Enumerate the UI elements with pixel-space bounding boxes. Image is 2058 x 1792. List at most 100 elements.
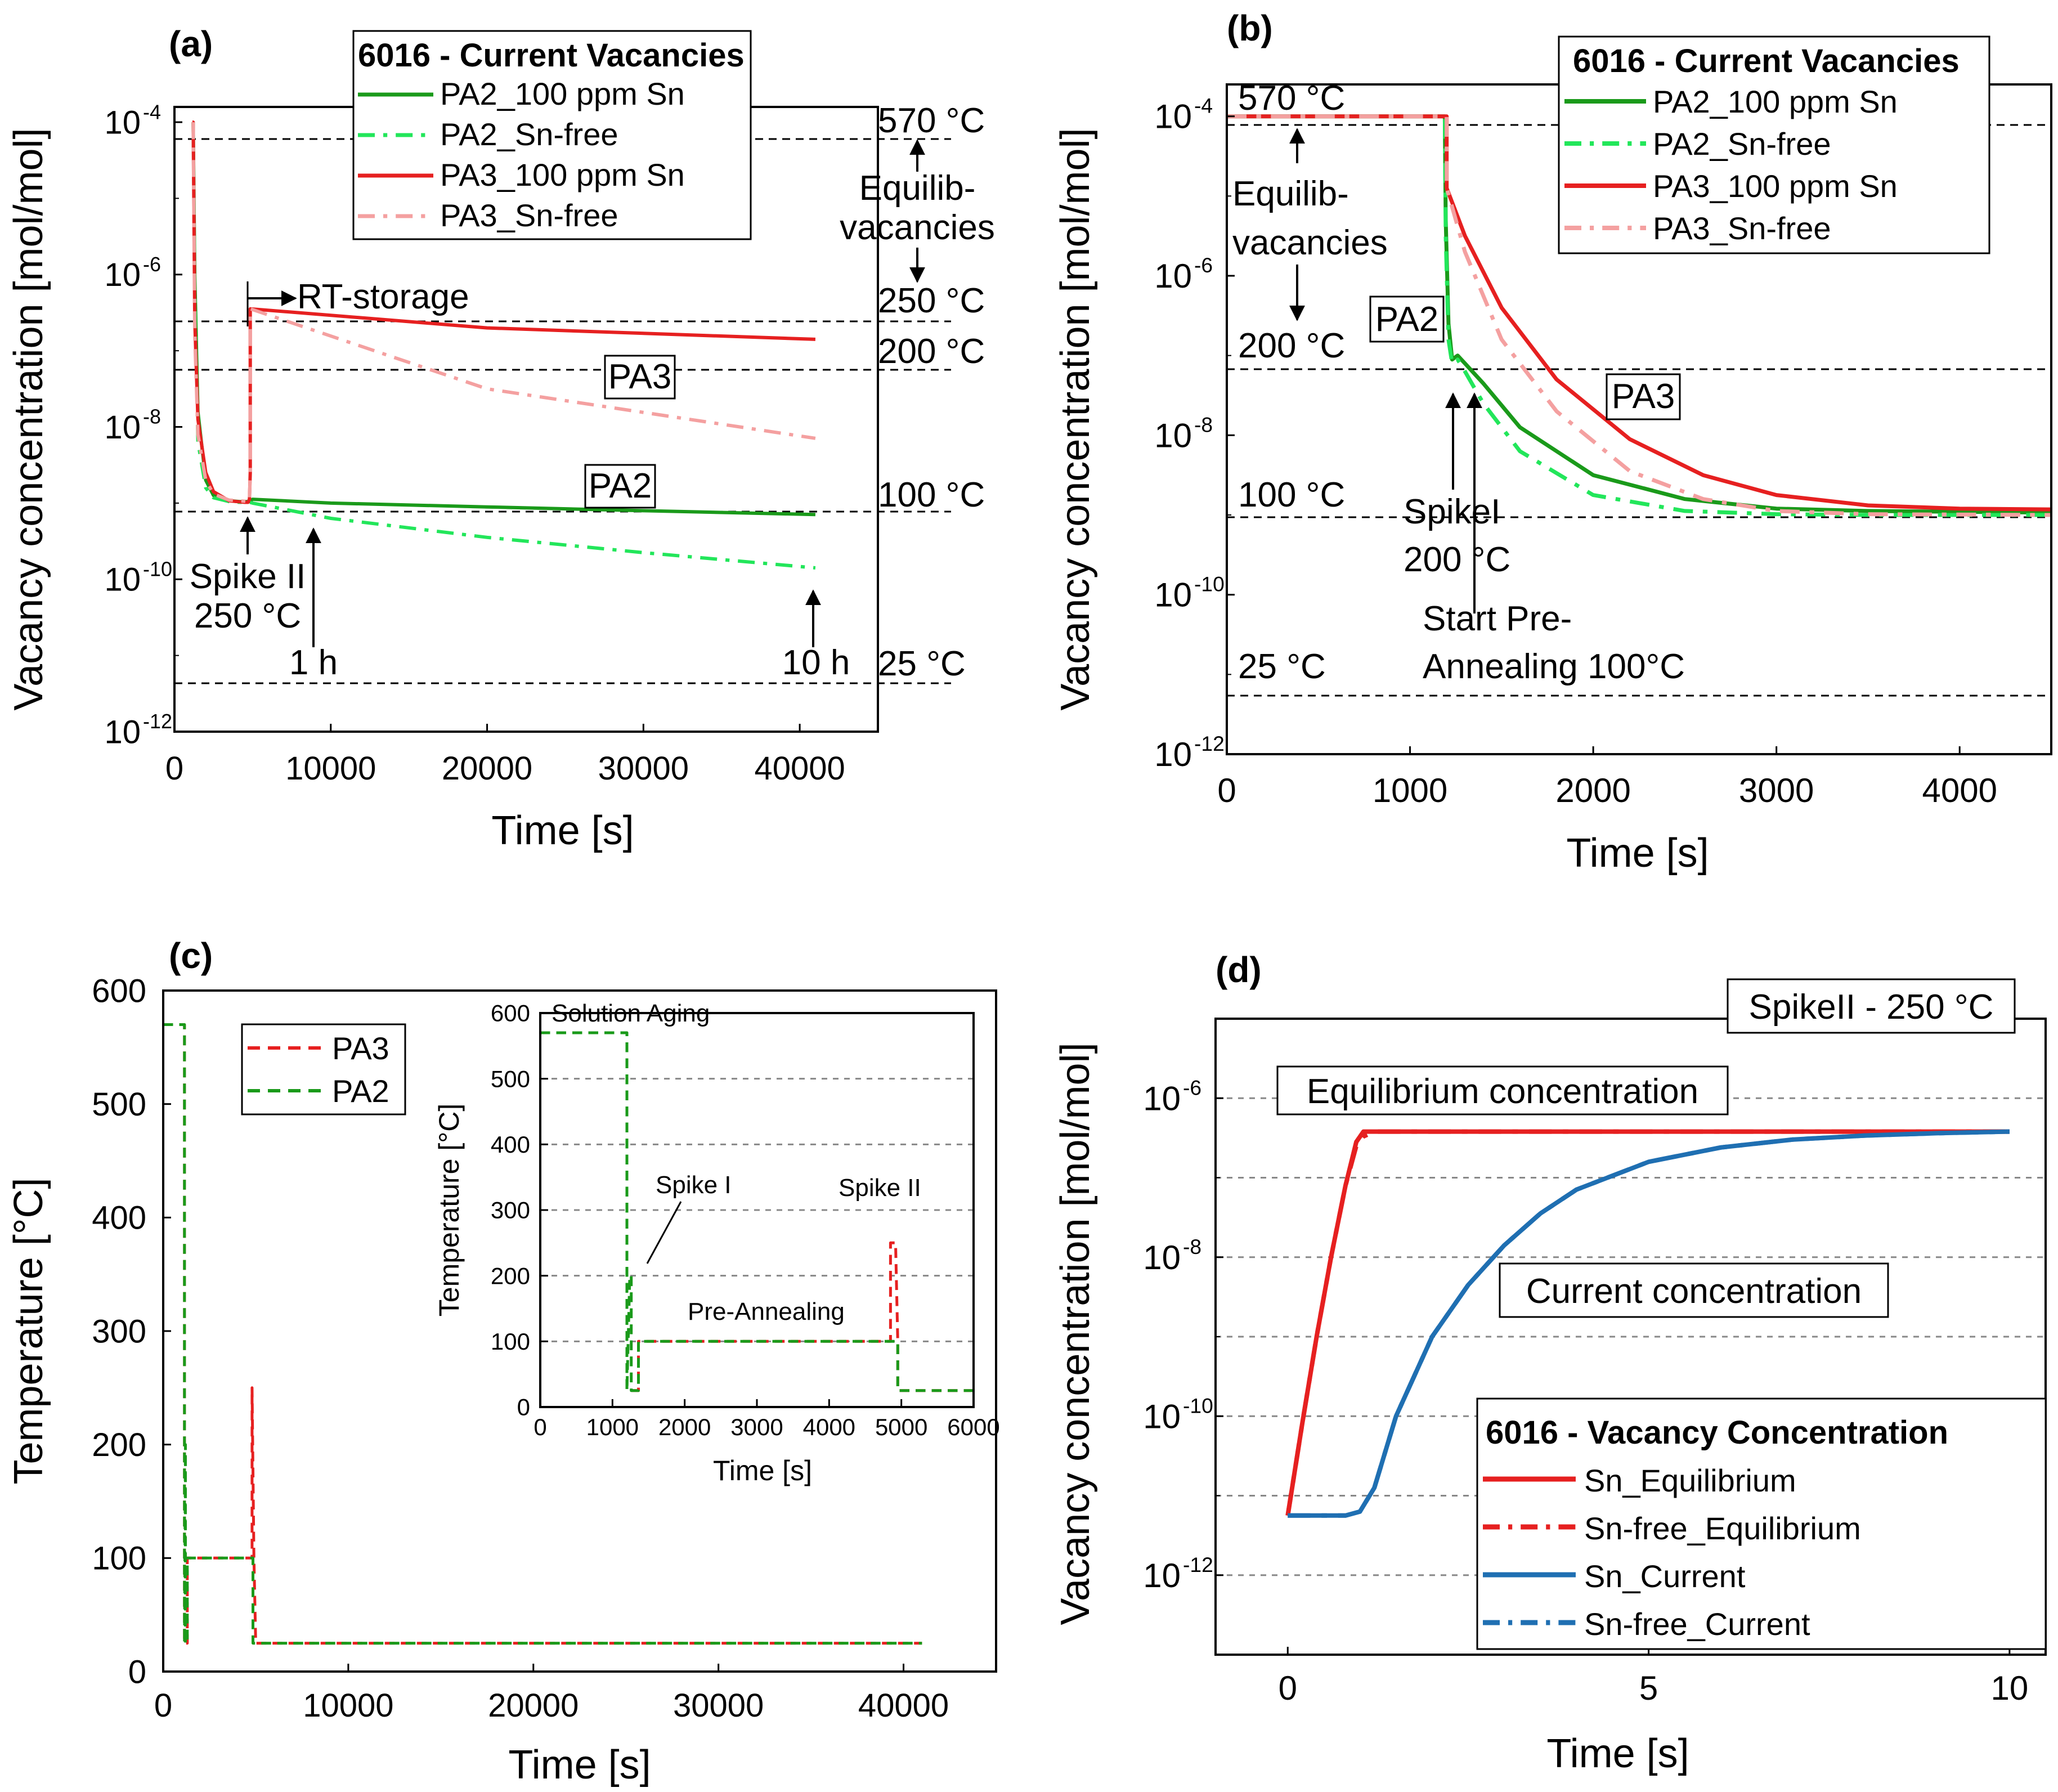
inset-xtick-label-4: 4000 (803, 1414, 855, 1440)
b-ytick-label-2: 10 (1154, 416, 1192, 454)
legend-c-item-0: PA3 (332, 1031, 389, 1066)
inset-xtick-label-1: 1000 (586, 1414, 639, 1440)
panel-c-xticks: 0 10000 20000 30000 40000 (154, 1664, 949, 1724)
ref-b-label-200: 200 °C (1238, 326, 1345, 365)
b-ytick-exp-2: -8 (1194, 413, 1213, 436)
ref-label-570: 570 °C (878, 101, 985, 140)
b-ytick-exp-4: -12 (1194, 732, 1225, 755)
inset-ytick-label-2: 200 (491, 1262, 530, 1289)
a-ytick-label-0: 10 (104, 104, 141, 141)
panel-a: (a) 0 10000 20000 30000 40000 10-410-610-810… (6, 24, 995, 853)
b-ytick-label-0: 10 (1154, 98, 1192, 136)
annot-b-start-2: Annealing 100°C (1423, 647, 1685, 686)
annot-spike-1: Spike II (190, 557, 306, 596)
annot-equilib-1: Equilib- (859, 169, 976, 208)
panel-c-xlabel: Time [s] (508, 1742, 651, 1787)
inset-yticks: 0 100 200 300 400 500 600 (491, 1000, 548, 1421)
legend-c-box (241, 1023, 406, 1115)
legend-a-item-0: PA2_100 ppm Sn (440, 76, 685, 111)
b-xtick-label-1: 1000 (1373, 772, 1447, 809)
a-ytick-exp-4: -12 (143, 710, 172, 733)
annot-spike-2: 250 °C (194, 597, 301, 635)
a-ytick-exp-1: -6 (143, 253, 161, 276)
c-ytick-label-1: 100 (92, 1540, 146, 1577)
d-ytick-label-2: 10 (1143, 1397, 1181, 1435)
d-title: SpikeII - 250 °C (1749, 988, 1994, 1027)
b-xtick-label-4: 4000 (1922, 772, 1997, 809)
a-ytick-exp-2: -8 (143, 405, 161, 428)
c-xtick-label-3: 30000 (673, 1687, 764, 1724)
panel-a-ylabel: Vacancy concentration [mol/mol] (6, 128, 51, 710)
inset-ytick-label-3: 300 (491, 1197, 530, 1224)
panel-c-ylabel: Temperature [°C] (6, 1178, 51, 1485)
d-ytick-label-0: 10 (1143, 1079, 1181, 1117)
d-xtick-label-2: 10 (1990, 1669, 2028, 1707)
inset-ytick-label-1: 100 (491, 1328, 530, 1355)
b-ytick-exp-3: -10 (1194, 572, 1225, 596)
a-xtick-label-3: 30000 (598, 750, 689, 787)
ref-b-label-25: 25 °C (1238, 647, 1326, 686)
annot-b-spike-2: 200 °C (1404, 540, 1510, 579)
inset-xtick-label-2: 2000 (658, 1414, 711, 1440)
b-xtick-label-2: 2000 (1555, 772, 1630, 809)
panel-b-ylabel: Vacancy concentration [mol/mol] (1053, 128, 1098, 710)
inset-annot-spike2: Spike II (839, 1174, 921, 1202)
legend-b-item-2: PA3_100 ppm Sn (1653, 168, 1898, 204)
annot-equilib-2: vacancies (840, 208, 995, 247)
a-xtick-label-2: 20000 (442, 750, 532, 787)
inset-xtick-label-6: 6000 (947, 1414, 999, 1440)
ref-b-label-100: 100 °C (1238, 476, 1345, 514)
legend-d-box (1476, 1397, 2047, 1650)
legend-d-item-0: Sn_Equilibrium (1584, 1463, 1796, 1498)
annot-rt-storage: RT-storage (297, 277, 469, 316)
annot-b-start-1: Start Pre- (1423, 599, 1572, 638)
annot-b-equilib-1: Equilib- (1232, 174, 1349, 213)
ref-label-250: 250 °C (878, 281, 985, 320)
inset-xlabel: Time [s] (713, 1455, 812, 1486)
c-series-1 (163, 1023, 922, 1645)
c-xtick-label-2: 20000 (488, 1687, 579, 1724)
panel-d-ylabel: Vacancy concentration [mol/mol] (1053, 1042, 1098, 1625)
inset-annot-pre: Pre-Annealing (688, 1298, 845, 1325)
annot-d-current: Current concentration (1526, 1272, 1862, 1311)
panel-d-legend: 6016 - Vacancy Concentration Sn_Equilibr… (1476, 1397, 2047, 1650)
a-ytick-label-3: 10 (104, 562, 141, 598)
a-ytick-exp-3: -10 (143, 557, 172, 580)
legend-c-item-1: PA2 (332, 1073, 389, 1109)
d-ytick-label-3: 10 (1143, 1557, 1181, 1594)
panel-d-xlabel: Time [s] (1546, 1731, 1689, 1776)
c-series-0 (163, 1023, 922, 1645)
annot-b-pa3: PA3 (1612, 377, 1675, 416)
annot-pa2: PA2 (589, 467, 652, 505)
d-ytick-label-1: 10 (1143, 1239, 1181, 1276)
a-ytick-label-1: 10 (104, 257, 141, 293)
legend-d-title: 6016 - Vacancy Concentration (1486, 1414, 1948, 1451)
panel-b-label: (b) (1227, 8, 1273, 48)
ref-label-100: 100 °C (878, 476, 985, 514)
b-ytick-exp-0: -4 (1194, 94, 1213, 118)
d-ytick-exp-3: -12 (1183, 1553, 1213, 1576)
inset-spike1-leader (646, 1201, 682, 1264)
panel-a-label: (a) (169, 24, 213, 64)
inset-ytick-label-4: 400 (491, 1131, 530, 1158)
ref-b-label-570: 570 °C (1238, 79, 1345, 118)
panel-b-xlabel: Time [s] (1566, 831, 1709, 876)
panel-d-xticks: 0 5 10 (1279, 1647, 2028, 1707)
panel-d-label: (d) (1216, 949, 1262, 990)
inset-ylabel: Temperature [°C] (433, 1104, 465, 1316)
inset-xtick-label-3: 3000 (730, 1414, 783, 1440)
panel-a-xticks: 0 10000 20000 30000 40000 (165, 724, 845, 787)
panel-a-series (191, 120, 816, 570)
annot-b-pa2: PA2 (1375, 300, 1439, 339)
legend-d-item-1: Sn-free_Equilibrium (1584, 1511, 1861, 1546)
c-xtick-label-1: 10000 (303, 1687, 393, 1724)
d-equilib-box (1276, 1065, 1729, 1115)
legend-b-item-0: PA2_100 ppm Sn (1653, 84, 1898, 119)
panel-a-xlabel: Time [s] (491, 808, 634, 853)
b-ytick-label-1: 10 (1154, 257, 1192, 295)
legend-b-title: 6016 - Current Vacancies (1573, 43, 1960, 79)
b-series-3 (1227, 114, 2052, 517)
panel-d-series (1285, 1129, 2010, 1518)
